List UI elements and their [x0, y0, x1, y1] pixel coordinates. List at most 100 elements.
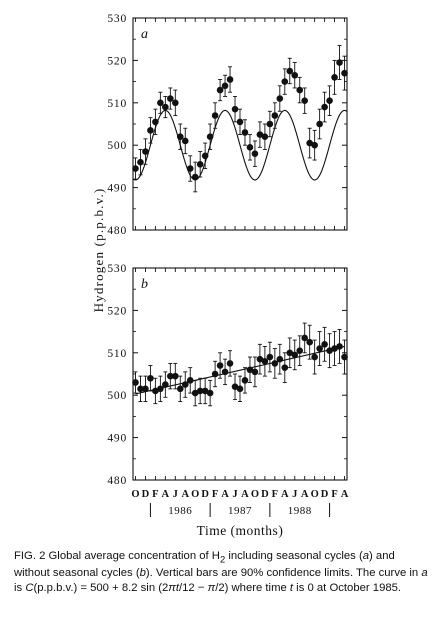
data-point: [186, 165, 194, 172]
caption-italic: t: [289, 581, 294, 594]
data-point: [206, 133, 214, 141]
data-point: [216, 86, 224, 94]
data-point: [286, 349, 294, 357]
data-point: [206, 389, 214, 397]
data-point: [271, 360, 279, 367]
month-tick-label: D: [201, 489, 209, 500]
data-point: [231, 105, 239, 113]
data-point: [336, 343, 343, 350]
month-tick-label: F: [212, 489, 218, 500]
data-point: [211, 112, 219, 119]
data-point: [196, 160, 204, 168]
year-label: 1988: [288, 505, 312, 517]
data-point: [301, 97, 308, 104]
panel-label: b: [141, 277, 148, 292]
y-tick-label: 490: [107, 433, 127, 445]
data-point: [226, 360, 234, 367]
y-tick-label: 500: [107, 390, 127, 402]
data-point: [176, 133, 184, 141]
data-point: [296, 86, 304, 94]
data-point: [191, 173, 199, 181]
data-point: [132, 379, 139, 386]
y-tick-label: 520: [107, 305, 127, 317]
data-point: [281, 78, 289, 85]
data-point: [191, 389, 199, 397]
seasonal-fit-curve: [132, 109, 348, 181]
caption-italic: a: [421, 567, 428, 580]
data-point: [261, 357, 269, 365]
y-tick-label: 520: [107, 55, 127, 67]
caption-text: (p.p.b.v.) = 500 + 8.2 sin (2: [33, 581, 169, 594]
data-point: [256, 131, 264, 138]
data-point: [246, 366, 254, 374]
data-point: [321, 103, 328, 111]
caption-text: ). Vertical bars are 90% confidence limi…: [145, 567, 422, 580]
data-point: [251, 368, 259, 376]
data-point: [167, 95, 174, 102]
data-point: [211, 370, 219, 378]
panel-label: a: [141, 27, 148, 42]
caption-text: /12 −: [179, 581, 208, 594]
data-point: [137, 385, 144, 393]
data-point: [236, 118, 244, 126]
year-label: 1987: [228, 505, 252, 517]
data-point: [316, 345, 323, 352]
figure-caption: FIG. 2 Global average concentration of H…: [14, 549, 430, 595]
caption-text: FIG. 2 Global average concentration of H: [14, 550, 220, 562]
data-point: [331, 345, 338, 352]
month-tick-label: D: [261, 489, 269, 500]
data-point: [256, 355, 264, 363]
caption-italic: πt: [168, 581, 180, 594]
data-point: [216, 362, 224, 369]
panel-a-chart: 480 490 500 510 520 530 a: [107, 13, 348, 237]
caption-italic: b: [139, 567, 146, 580]
y-tick-label: 510: [107, 348, 127, 360]
data-point: [311, 141, 318, 149]
month-tick-label: O: [191, 489, 199, 500]
caption-italic: a: [362, 550, 370, 562]
data-point: [276, 355, 284, 363]
data-point: [286, 67, 294, 75]
data-point: [266, 120, 274, 128]
month-tick-label: D: [321, 489, 329, 500]
data-point: [321, 341, 328, 348]
data-point: [241, 129, 249, 136]
data-point: [181, 137, 189, 145]
data-point: [301, 334, 308, 342]
data-point: [221, 368, 229, 376]
caption-italic: π: [207, 581, 216, 594]
data-point: [246, 144, 254, 151]
data-point: [306, 338, 313, 346]
data-point: [162, 381, 169, 388]
data-point: [147, 127, 154, 134]
y-tick-label: 480: [107, 225, 127, 237]
month-tick-label: O: [311, 489, 319, 500]
data-point: [231, 383, 239, 391]
x-axis-year-labels: 1986 1987 1988: [149, 503, 331, 517]
data-point: [251, 150, 259, 157]
y-tick-label: 490: [107, 183, 127, 195]
data-point: [157, 385, 164, 393]
caption-text: is: [14, 581, 26, 594]
data-point: [181, 381, 189, 388]
data-point: [276, 95, 284, 102]
year-label: 1986: [168, 505, 192, 517]
data-point: [132, 165, 139, 172]
data-point: [331, 74, 338, 81]
month-tick-label: D: [142, 489, 150, 500]
month-tick-label: J: [232, 489, 237, 500]
caption-text: including seasonal cycles (: [225, 550, 363, 562]
data-point: [147, 374, 154, 382]
data-point: [236, 385, 244, 393]
y-tick-label: 530: [107, 263, 127, 275]
data-point: [157, 99, 164, 107]
month-tick-label: F: [272, 489, 278, 500]
x-axis-label: Time (months): [197, 523, 284, 538]
data-point: [176, 385, 184, 393]
month-tick-label: F: [331, 489, 337, 500]
month-tick-label: O: [131, 489, 139, 500]
month-tick-label: A: [281, 489, 289, 500]
data-point: [336, 59, 343, 66]
data-point: [137, 158, 144, 166]
data-point: [152, 387, 159, 395]
